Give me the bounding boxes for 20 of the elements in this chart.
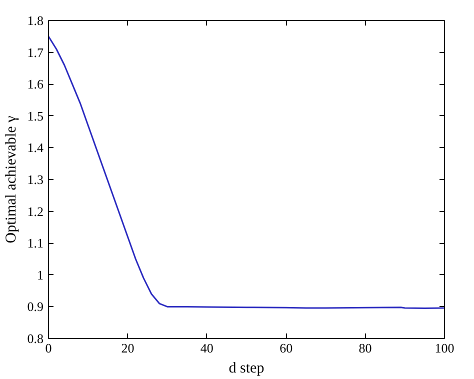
y-tick-label: 1.4 — [27, 140, 44, 156]
x-tick-label: 80 — [358, 340, 372, 356]
line-series — [48, 36, 444, 310]
x-tick-label: 20 — [121, 340, 134, 356]
y-tick-label: 1.2 — [27, 204, 44, 219]
y-tick-label: 0.8 — [27, 331, 44, 346]
y-tick-label: 1.3 — [27, 172, 44, 187]
x-axis-title: d step — [228, 360, 264, 376]
y-axis-title: Optimal achievable γ — [3, 115, 20, 244]
y-tick-label: 1.1 — [27, 236, 44, 251]
x-tick-label: 40 — [200, 340, 214, 356]
x-tick-label: 0 — [45, 340, 52, 356]
y-tick-label: 0.9 — [27, 299, 44, 314]
y-tick-label: 1.8 — [27, 13, 44, 28]
y-tick-label: 1 — [37, 267, 44, 282]
y-tick-label: 1.7 — [27, 44, 44, 60]
y-tick-label: 1.6 — [27, 76, 44, 92]
x-tick-label: 60 — [280, 340, 293, 356]
y-tick-label: 1.5 — [27, 108, 44, 124]
x-tick-label: 100 — [434, 340, 454, 356]
